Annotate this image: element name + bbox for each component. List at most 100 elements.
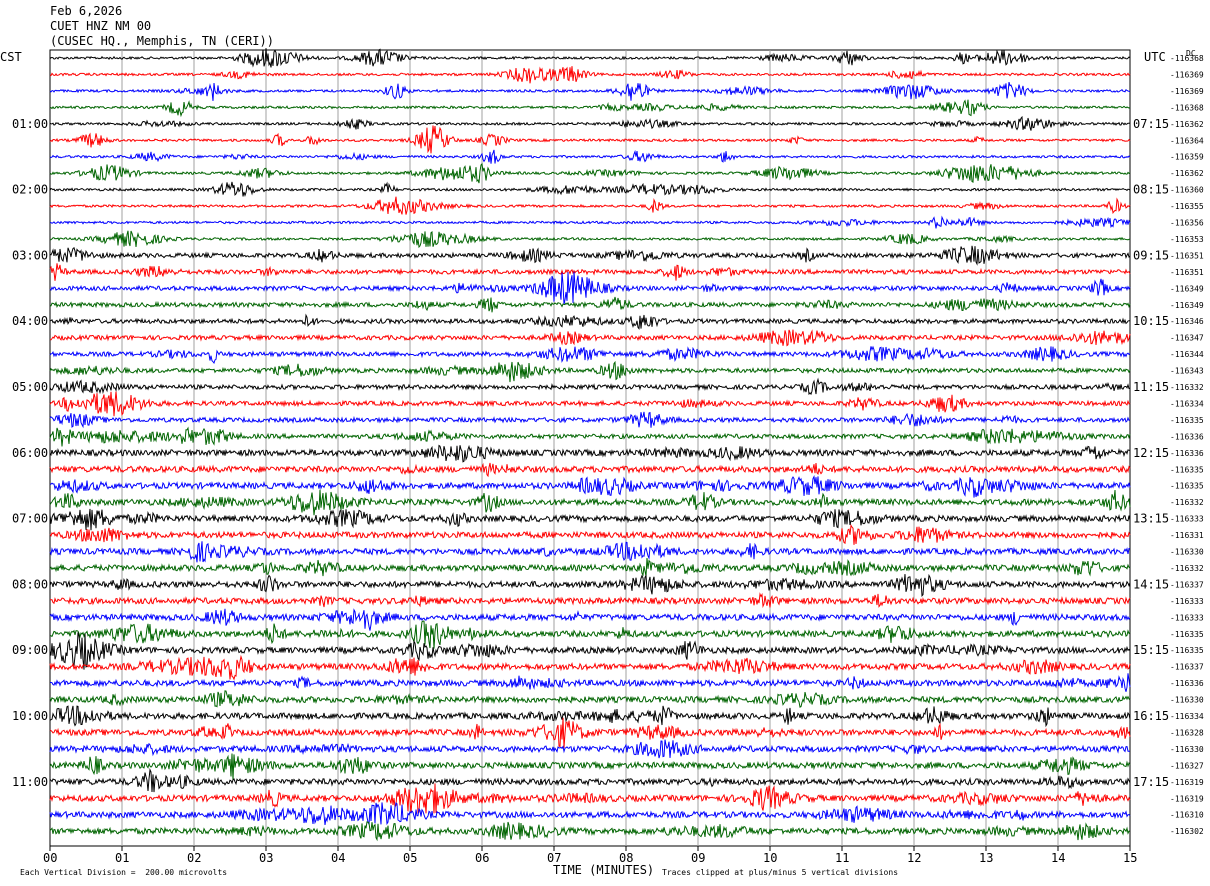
- dc-offset-label: -116319: [1170, 794, 1204, 803]
- seismic-trace: [49, 377, 1131, 396]
- seismic-trace: [49, 508, 1131, 531]
- seismic-trace: [49, 654, 1131, 681]
- seismic-trace: [49, 523, 1131, 545]
- seismic-trace: [49, 573, 1131, 598]
- seismic-trace: [49, 426, 1131, 447]
- dc-offset-label: -116359: [1170, 153, 1204, 162]
- seismic-trace: [49, 411, 1131, 429]
- dc-offset-label: -116333: [1170, 515, 1204, 524]
- dc-offset-label: -116364: [1170, 136, 1204, 145]
- dc-offset-label: -116336: [1170, 679, 1204, 688]
- utc-hour-label: 17:15: [1133, 775, 1169, 789]
- x-tick-label: 08: [619, 851, 633, 865]
- seismic-trace: [49, 115, 1131, 131]
- seismic-trace: [49, 821, 1131, 842]
- dc-offset-label: -116335: [1170, 465, 1204, 474]
- plot-frame: [49, 49, 1131, 847]
- seismic-trace: [49, 149, 1131, 164]
- cst-hour-label: 06:00: [12, 446, 48, 460]
- cst-hour-label: 03:00: [12, 248, 48, 262]
- seismic-trace: [49, 608, 1131, 631]
- dc-offset-label: -116335: [1170, 630, 1204, 639]
- dc-offset-label: -116369: [1170, 87, 1204, 96]
- x-tick-label: 11: [835, 851, 849, 865]
- seismic-trace: [49, 767, 1131, 793]
- dc-offset-label: -116335: [1170, 482, 1204, 491]
- dc-offset-label: -116362: [1170, 120, 1204, 129]
- utc-hour-label: 10:15: [1133, 314, 1169, 328]
- utc-hour-label: 13:15: [1133, 512, 1169, 526]
- cst-hour-label: 08:00: [12, 577, 48, 591]
- left-timezone-label: CST: [0, 50, 22, 64]
- dc-offset-label: -116347: [1170, 334, 1204, 343]
- cst-hour-label: 01:00: [12, 117, 48, 131]
- seismic-trace: [49, 632, 1131, 670]
- utc-hour-label: 08:15: [1133, 183, 1169, 197]
- cst-hour-label: 02:00: [12, 183, 48, 197]
- plot-date: Feb 6,2026: [50, 4, 123, 18]
- station-name: CUET HNZ NM 00: [50, 19, 152, 33]
- x-tick-label: 05: [403, 851, 417, 865]
- x-tick-label: 10: [763, 851, 777, 865]
- seismic-trace: [50, 673, 1131, 692]
- x-axis-title: TIME (MINUTES): [553, 863, 655, 877]
- utc-hour-label: 15:15: [1133, 643, 1169, 657]
- seismic-trace: [49, 462, 1131, 478]
- seismic-trace: [49, 592, 1131, 609]
- dc-offset-label: -116333: [1170, 613, 1204, 622]
- station-location: (CUSEC HQ., Memphis, TN (CERI)): [50, 34, 274, 48]
- seismic-trace: [49, 360, 1131, 383]
- seismic-trace: [49, 753, 1131, 781]
- dc-offset-label: -116346: [1170, 317, 1204, 326]
- dc-label: DC: [1186, 49, 1196, 58]
- x-tick-label: 04: [331, 851, 345, 865]
- seismic-trace: [49, 296, 1131, 313]
- dc-offset-label: -116369: [1170, 70, 1204, 79]
- seismic-trace: [49, 181, 1131, 198]
- dc-offset-label: -116343: [1170, 367, 1204, 376]
- seismic-trace: [49, 313, 1130, 330]
- x-tick-label: 02: [187, 851, 201, 865]
- seismic-trace: [49, 345, 1131, 365]
- dc-offset-label: -116332: [1170, 564, 1204, 573]
- x-tick-label: 12: [907, 851, 921, 865]
- dc-offset-label: -116328: [1170, 728, 1204, 737]
- seismic-trace: [49, 271, 1131, 305]
- dc-offset-label: -116336: [1170, 449, 1204, 458]
- dc-offset-label: -116335: [1170, 416, 1204, 425]
- x-tick-label: 13: [979, 851, 993, 865]
- dc-offset-label: -116336: [1170, 432, 1204, 441]
- x-tick-label: 15: [1123, 851, 1137, 865]
- dc-offset-label: -116351: [1170, 268, 1204, 277]
- dc-offset-label: -116330: [1170, 696, 1204, 705]
- x-tick-label: 01: [115, 851, 129, 865]
- x-tick-label: 00: [43, 851, 57, 865]
- seismic-trace: [49, 99, 1131, 118]
- dc-offset-label: -116334: [1170, 399, 1204, 408]
- seismic-trace: [49, 162, 1131, 184]
- seismic-trace: [49, 444, 1131, 463]
- dc-offset-label: -116335: [1170, 646, 1204, 655]
- x-tick-label: 09: [691, 851, 705, 865]
- cst-hour-label: 04:00: [12, 314, 48, 328]
- right-timezone-label: UTC: [1144, 50, 1166, 64]
- dc-offset-label: -116334: [1170, 712, 1204, 721]
- dc-offset-label: -116351: [1170, 251, 1204, 260]
- dc-offset-label: -116330: [1170, 745, 1204, 754]
- dc-offset-label: -116331: [1170, 531, 1204, 540]
- seismic-trace: [49, 230, 1131, 249]
- dc-offset-label: -116356: [1170, 219, 1204, 228]
- utc-hour-label: 09:15: [1133, 248, 1169, 262]
- dc-offset-label: -116362: [1170, 169, 1204, 178]
- utc-hour-label: 14:15: [1133, 577, 1169, 591]
- dc-offset-label: -116332: [1170, 498, 1204, 507]
- cst-hour-label: 07:00: [12, 512, 48, 526]
- seismic-trace: [49, 705, 1131, 728]
- seismic-trace: [49, 475, 1131, 498]
- seismic-trace: [49, 196, 1131, 215]
- seismic-trace: [50, 215, 1131, 229]
- seismic-trace: [49, 489, 1131, 516]
- utc-hour-label: 11:15: [1133, 380, 1169, 394]
- utc-hour-label: 07:15: [1133, 117, 1169, 131]
